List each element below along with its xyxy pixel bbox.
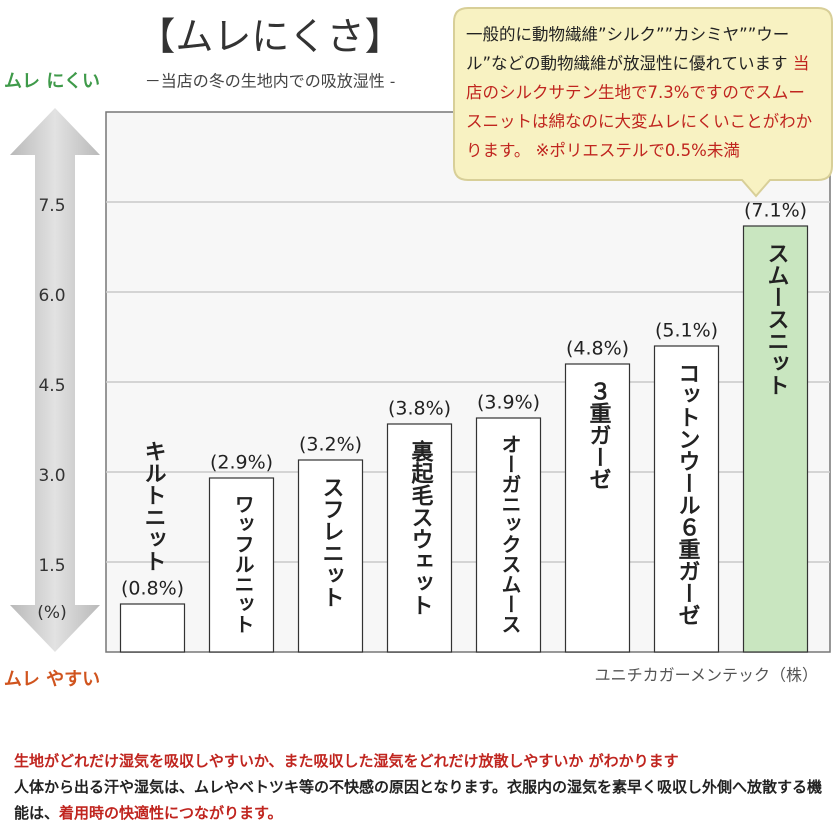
y-tick-label: 3.0 <box>38 466 65 486</box>
value-label: (3.9%) <box>477 392 540 414</box>
bar <box>119 603 186 653</box>
value-label: (3.8%) <box>388 398 451 420</box>
category-label: オーガニックスムース <box>498 434 522 634</box>
value-label: (3.2%) <box>299 434 362 456</box>
value-label: (4.8%) <box>566 338 629 360</box>
chart-title: 【ムレにくさ】 <box>137 15 402 59</box>
category-label: ３重ガーゼ <box>586 380 612 490</box>
bar <box>208 477 275 653</box>
category-label: スフレニット <box>319 476 344 608</box>
callout: 一般的に動物繊維”シルク””カシミヤ””ウール”などの動物繊維が放湿性に優れてい… <box>466 20 820 165</box>
value-label: (7.1%) <box>744 200 807 222</box>
category-label: ワッフルニット <box>231 494 255 634</box>
callout-text: 一般的に動物繊維”シルク””カシミヤ””ウール”などの動物繊維が放湿性に優れてい… <box>466 25 793 73</box>
top-label: ムレ にくい <box>4 71 100 92</box>
callout-box <box>453 7 833 198</box>
callout-highlight: 当店のシルクサテン生地で7.3%ですのでスムースニットは綿なのに大変ムレにくいこ… <box>466 54 813 160</box>
chart-subtitle: －当店の冬の生地内での吸放湿性 - <box>145 72 396 91</box>
value-label: (2.9%) <box>210 452 273 474</box>
footer-line: 生地がどれだけ湿気を吸収しやすいか、また吸収した湿気をどれだけ放散しやすいか が… <box>14 752 679 770</box>
y-tick-label: 4.5 <box>38 376 65 396</box>
callout-note: ※ポリエステルで0.5%未満 <box>535 141 740 160</box>
bar <box>475 417 542 653</box>
category-label: コットンウール６重ガーゼ <box>675 362 701 626</box>
y-tick-label: 6.0 <box>38 286 65 306</box>
y-unit: (%) <box>37 603 66 623</box>
y-tick-label: 7.5 <box>38 196 65 216</box>
bar <box>297 459 364 653</box>
bar <box>386 423 453 653</box>
footer-text: 人体から出る汗や湿気は、ムレやベトツキ等の不快感の原因となります。衣服内の湿気を… <box>14 778 823 822</box>
value-label: (5.1%) <box>655 320 718 342</box>
category-label: キルトニット <box>141 440 166 572</box>
bar <box>653 345 720 653</box>
footer: 生地がどれだけ湿気を吸収しやすいか、また吸収した湿気をどれだけ放散しやすいか が… <box>14 748 830 826</box>
category-label: 裏起毛スウェット <box>408 439 435 616</box>
axis-arrow <box>10 108 100 652</box>
y-tick-label: 1.5 <box>38 556 65 576</box>
bar <box>742 225 809 653</box>
value-label: (0.8%) <box>121 578 184 600</box>
bar <box>564 363 631 653</box>
source: ユニチカガーメンテック（株） <box>595 666 818 685</box>
category-label: スムースニット <box>764 242 789 396</box>
footer-highlight: 着用時の快適性につながります。 <box>59 804 283 822</box>
bottom-label: ムレ やすい <box>4 669 100 690</box>
